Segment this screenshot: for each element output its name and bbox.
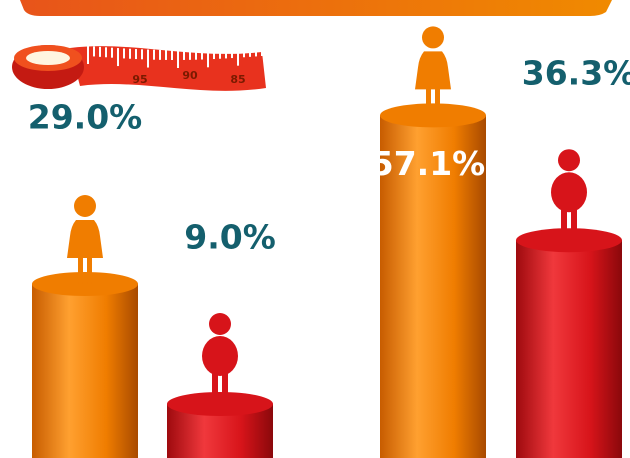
bar — [32, 284, 138, 458]
icon-leg — [426, 87, 431, 116]
person-icon — [551, 149, 587, 241]
icon-leg — [78, 256, 83, 284]
tape-label: 85 — [230, 73, 245, 86]
icon-body — [415, 51, 451, 90]
icon-leg — [222, 372, 228, 404]
icon-leg — [212, 372, 218, 404]
icon-leg — [561, 208, 567, 241]
icon-head — [74, 195, 96, 217]
icon-body — [202, 336, 238, 376]
bar-top — [167, 392, 273, 416]
tape-label: 90 — [182, 69, 198, 82]
bar — [516, 240, 622, 458]
person-icon — [202, 313, 238, 404]
icon-head — [209, 313, 231, 335]
icon-leg — [87, 256, 92, 284]
value-label: 57.1% — [371, 144, 486, 183]
icon-leg — [435, 87, 440, 116]
value-label: 29.0% — [28, 98, 143, 137]
cylinder — [32, 272, 138, 458]
value-label: 36.3% — [522, 54, 630, 93]
bar-top — [516, 228, 622, 253]
banner — [20, 0, 612, 16]
cylinder — [516, 228, 622, 458]
icon-leg — [571, 208, 577, 241]
bar — [380, 115, 486, 458]
cylinder — [380, 103, 486, 458]
tape-case-hole — [26, 51, 70, 65]
icon-body — [551, 172, 587, 213]
tape-measure: 95 90 85 — [12, 45, 266, 91]
cylinder — [167, 392, 273, 458]
icon-body — [67, 220, 103, 258]
bar-top — [380, 103, 486, 128]
tape-label: 95 — [132, 73, 147, 86]
person-icon — [415, 26, 451, 116]
value-label: 9.0% — [184, 218, 276, 257]
person-icon — [67, 195, 103, 284]
icon-head — [558, 149, 580, 172]
bar-top — [32, 272, 138, 296]
icon-head — [422, 26, 444, 49]
